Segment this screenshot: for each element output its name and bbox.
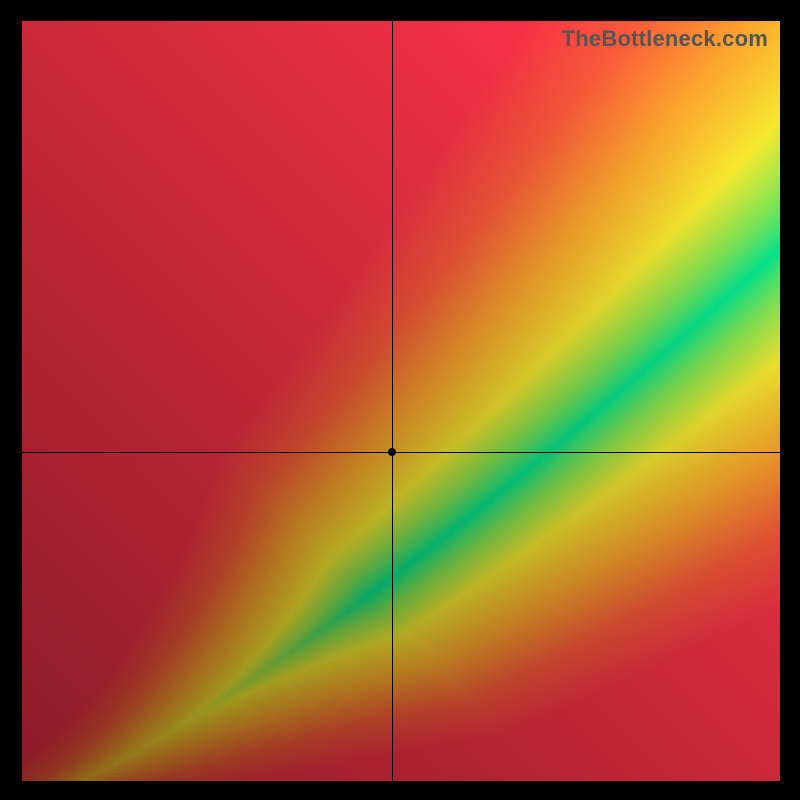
watermark-text: TheBottleneck.com (562, 26, 768, 52)
crosshair-vertical (392, 21, 393, 781)
heatmap-plot: TheBottleneck.com (22, 21, 780, 781)
crosshair-horizontal (22, 452, 780, 453)
heatmap-canvas (22, 21, 780, 781)
chart-container: TheBottleneck.com (0, 0, 800, 800)
crosshair-point (388, 448, 396, 456)
